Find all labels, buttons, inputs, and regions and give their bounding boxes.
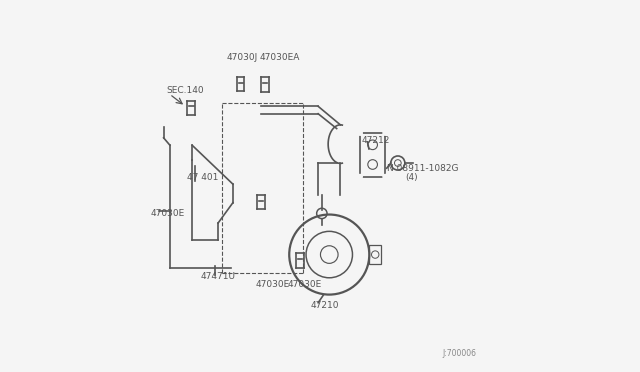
Text: 47030EA: 47030EA — [260, 52, 300, 61]
Text: N 08911-1082G: N 08911-1082G — [387, 164, 459, 173]
Text: 47030E: 47030E — [150, 209, 184, 218]
Text: 47030E: 47030E — [255, 280, 290, 289]
Text: (4): (4) — [405, 173, 418, 182]
Text: 47030E: 47030E — [288, 280, 322, 289]
Text: 47471U: 47471U — [201, 272, 236, 281]
Text: 47212: 47212 — [362, 135, 390, 145]
Text: 47210: 47210 — [310, 301, 339, 310]
Circle shape — [382, 174, 388, 180]
Text: SEC.140: SEC.140 — [166, 86, 204, 95]
Text: J:700006: J:700006 — [442, 349, 476, 358]
Circle shape — [357, 130, 363, 136]
Text: 47 401: 47 401 — [187, 173, 218, 182]
Circle shape — [382, 130, 388, 136]
Text: 47030J: 47030J — [227, 52, 258, 61]
Circle shape — [357, 174, 363, 180]
